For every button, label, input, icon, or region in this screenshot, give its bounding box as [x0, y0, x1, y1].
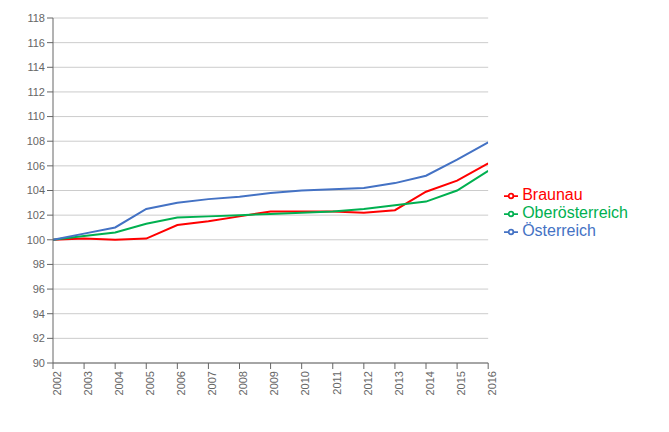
svg-text:2002: 2002	[51, 371, 63, 395]
svg-text:2012: 2012	[362, 371, 374, 395]
svg-text:2009: 2009	[268, 371, 280, 395]
svg-text:2008: 2008	[237, 371, 249, 395]
svg-text:2016: 2016	[486, 371, 498, 395]
svg-text:98: 98	[33, 258, 45, 270]
svg-text:108: 108	[27, 135, 45, 147]
svg-text:112: 112	[27, 86, 45, 98]
html-text:Braunau: Braunau	[522, 186, 583, 203]
svg-text:100: 100	[27, 234, 45, 246]
svg-text:2004: 2004	[113, 371, 125, 395]
svg-text:2015: 2015	[455, 371, 467, 395]
svg-text:104: 104	[27, 184, 45, 196]
svg-text:114: 114	[27, 61, 45, 73]
svg-text:2005: 2005	[144, 371, 156, 395]
svg-text:94: 94	[33, 308, 45, 320]
svg-text:110: 110	[27, 110, 45, 122]
svg-text:2014: 2014	[424, 371, 436, 395]
svg-text:2013: 2013	[393, 371, 405, 395]
svg-text:90: 90	[33, 357, 45, 369]
svg-text:2006: 2006	[175, 371, 187, 395]
svg-text:92: 92	[33, 332, 45, 344]
svg-text:2003: 2003	[82, 371, 94, 395]
svg-text:2007: 2007	[206, 371, 218, 395]
html-text:Österreich: Österreich	[522, 222, 596, 239]
svg-text:2010: 2010	[299, 371, 311, 395]
svg-text:102: 102	[27, 209, 45, 221]
svg-text:106: 106	[27, 160, 45, 172]
svg-text:2011: 2011	[331, 371, 343, 395]
svg-text:116: 116	[27, 37, 45, 49]
svg-text:118: 118	[27, 12, 45, 24]
svg-text:96: 96	[33, 283, 45, 295]
html-text:Oberösterreich: Oberösterreich	[522, 204, 628, 221]
